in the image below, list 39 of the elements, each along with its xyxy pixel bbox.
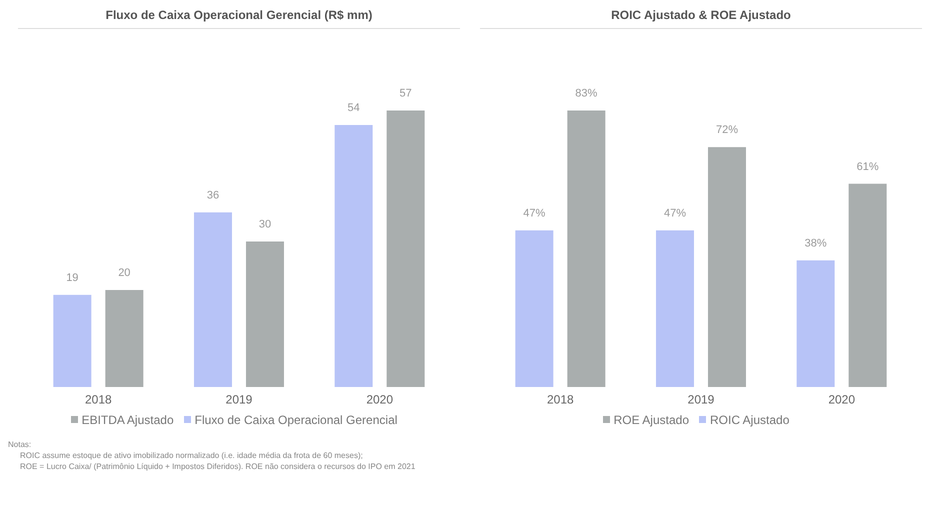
legend-label: ROE Ajustado [614, 413, 689, 427]
data-label: 19 [66, 272, 78, 284]
data-label: 57 [400, 87, 412, 100]
chart-title: ROIC Ajustado & ROE Ajustado [480, 8, 922, 29]
data-label: 20 [118, 266, 130, 279]
x-tick-label: 2018 [546, 392, 574, 407]
data-label: 30 [258, 218, 272, 230]
data-label: 47% [523, 207, 546, 220]
bar [708, 147, 746, 387]
data-label: 61% [856, 160, 879, 173]
x-tick-label: 2020 [366, 392, 394, 407]
data-label: 83% [575, 87, 598, 100]
data-label: 54 [348, 102, 360, 114]
data-label: 36 [206, 189, 220, 202]
bar [194, 212, 232, 387]
bar [386, 110, 425, 387]
x-tick-label: 2020 [828, 392, 856, 407]
bar [53, 294, 92, 387]
data-label: 47% [664, 207, 686, 220]
bar [515, 230, 554, 387]
bar [567, 110, 606, 387]
text: ROIC assume estoque de ativo imobilizado normalizado (i.e. idade média da frota de 60 meses); [19, 450, 364, 461]
legend-label: ROIC Ajustado [710, 413, 790, 427]
data-label: 72% [716, 124, 738, 136]
x-tick-label: 2019 [688, 392, 715, 407]
text: Notas: [8, 439, 32, 450]
text: ROE = Lucro Caixa/ (Patrimônio Líquido + Impostos Diferidos). ROE não considera o recursos do IPO em 2021 [19, 461, 416, 472]
bar [334, 125, 373, 387]
bar [105, 290, 144, 387]
x-tick-label: 2018 [84, 392, 112, 407]
legend-label: Fluxo de Caixa Operacional Gerencial [194, 413, 398, 427]
data-label: 38% [804, 237, 827, 250]
chart-title: Fluxo de Caixa Operacional Gerencial (R$ mm) [18, 8, 460, 29]
bar [656, 230, 694, 387]
bar [848, 184, 887, 387]
bar [246, 241, 284, 387]
legend-label: EBITDA Ajustado [82, 413, 174, 427]
bar [796, 260, 835, 387]
x-tick-label: 2019 [226, 392, 253, 407]
